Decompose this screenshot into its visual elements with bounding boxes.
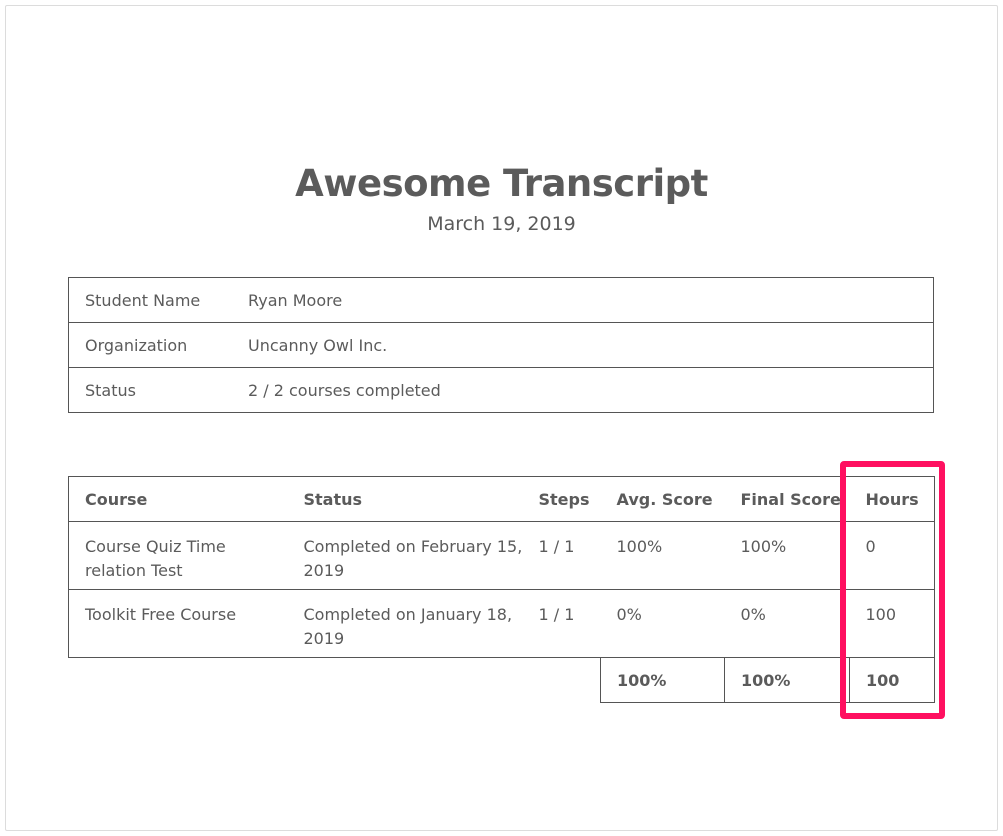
course-name: Course Quiz Time relation Test bbox=[68, 521, 288, 590]
totals-row: 100% 100% 100 bbox=[68, 657, 935, 703]
info-label: Student Name bbox=[68, 277, 232, 323]
info-value: Ryan Moore bbox=[232, 277, 934, 323]
transcript-date: March 19, 2019 bbox=[427, 213, 576, 235]
table-header-row: Course Status Steps Avg. Score Final Sco… bbox=[68, 476, 935, 522]
info-row-organization: Organization Uncanny Owl Inc. bbox=[68, 322, 934, 368]
page-title: Awesome Transcript bbox=[295, 162, 708, 205]
student-info-table: Student Name Ryan Moore Organization Uncan… bbox=[68, 277, 934, 413]
col-header-status: Status bbox=[287, 476, 523, 522]
course-hours: 0 bbox=[849, 521, 935, 590]
hours-highlight-box bbox=[840, 461, 945, 719]
course-steps: 1 / 1 bbox=[522, 521, 601, 590]
total-hours: 100 bbox=[849, 657, 935, 703]
course-name: Toolkit Free Course bbox=[68, 589, 288, 658]
info-row-student-name: Student Name Ryan Moore bbox=[68, 277, 934, 323]
info-label: Organization bbox=[68, 322, 232, 368]
total-avg-score: 100% bbox=[600, 657, 725, 703]
course-hours: 100 bbox=[849, 589, 935, 658]
info-label: Status bbox=[68, 367, 232, 413]
col-header-avg-score: Avg. Score bbox=[600, 476, 725, 522]
courses-table: Course Status Steps Avg. Score Final Sco… bbox=[68, 476, 935, 703]
course-final-score: 0% bbox=[724, 589, 850, 658]
transcript-frame bbox=[5, 5, 998, 831]
total-final-score: 100% bbox=[724, 657, 850, 703]
table-row: Course Quiz Time relation Test Completed… bbox=[68, 521, 935, 590]
course-avg-score: 0% bbox=[600, 589, 725, 658]
course-status: Completed on January 18, 2019 bbox=[287, 589, 523, 658]
course-avg-score: 100% bbox=[600, 521, 725, 590]
col-header-course: Course bbox=[68, 476, 288, 522]
course-status: Completed on February 15, 2019 bbox=[287, 521, 523, 590]
table-row: Toolkit Free Course Completed on January… bbox=[68, 589, 935, 658]
info-row-status: Status 2 / 2 courses completed bbox=[68, 367, 934, 413]
totals-spacer bbox=[68, 657, 601, 703]
course-final-score: 100% bbox=[724, 521, 850, 590]
col-header-steps: Steps bbox=[522, 476, 601, 522]
col-header-final-score: Final Score bbox=[724, 476, 850, 522]
info-value: 2 / 2 courses completed bbox=[232, 367, 934, 413]
info-value: Uncanny Owl Inc. bbox=[232, 322, 934, 368]
course-steps: 1 / 1 bbox=[522, 589, 601, 658]
col-header-hours: Hours bbox=[849, 476, 935, 522]
